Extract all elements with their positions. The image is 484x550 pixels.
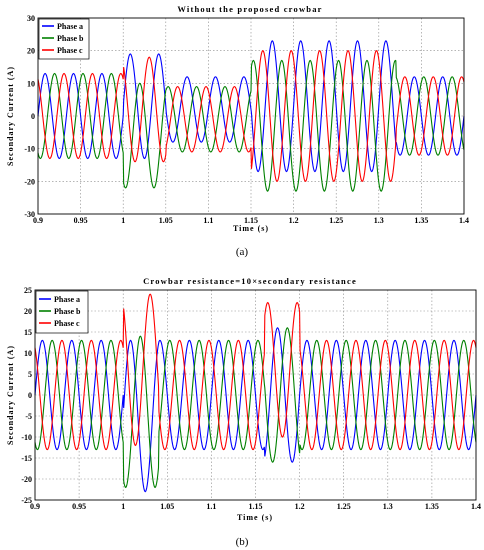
caption-a-text: (a) xyxy=(236,246,249,258)
x-tick-label: 1.15 xyxy=(244,216,258,225)
y-tick-labels: 30 20 10 0 -10 -20 -30 xyxy=(24,14,35,219)
grid xyxy=(35,290,476,500)
series-line-phase-c xyxy=(34,293,477,451)
plot-frame xyxy=(34,289,477,501)
y-tick-label: 15 xyxy=(24,328,32,337)
panel-b: Crowbar resistance=10×secondary resistan… xyxy=(6,276,481,548)
series-line-phase-b xyxy=(34,327,477,489)
x-axis-label: Time (s) xyxy=(237,513,273,522)
caption-a: (a) xyxy=(236,246,249,258)
y-tick-label: -10 xyxy=(24,145,35,154)
legend-label-phase-c: Phase c xyxy=(57,46,83,55)
x-tick-label: 1.3 xyxy=(374,216,384,225)
y-tick-label: 20 xyxy=(24,307,32,316)
y-tick-label: 10 xyxy=(24,349,32,358)
legend-label-phase-a: Phase a xyxy=(57,22,83,31)
y-tick-label: 10 xyxy=(27,79,35,88)
legend-label-phase-b: Phase b xyxy=(54,307,81,316)
legend-label-phase-a: Phase a xyxy=(54,295,80,304)
x-tick-label: 1.3 xyxy=(383,502,393,511)
y-tick-label: 25 xyxy=(24,286,32,295)
y-tick-label: -15 xyxy=(21,454,32,463)
x-axis-label: Time (s) xyxy=(233,224,269,233)
x-tick-label: 0.95 xyxy=(74,216,88,225)
x-tick-label: 1.15 xyxy=(249,502,263,511)
legend-box xyxy=(35,290,89,334)
caption-b-text: (b) xyxy=(236,536,249,548)
chart-title: Crowbar resistance=10×secondary resistan… xyxy=(143,276,357,286)
x-tick-label: 1.4 xyxy=(459,216,469,225)
caption-b: (b) xyxy=(236,536,249,548)
x-tick-label: 1.05 xyxy=(160,502,174,511)
x-tick-label: 1.05 xyxy=(159,216,173,225)
y-tick-label: -25 xyxy=(21,496,32,505)
grid xyxy=(38,18,464,214)
x-tick-label: 1.35 xyxy=(425,502,439,511)
x-tick-label: 1.25 xyxy=(329,216,343,225)
x-tick-labels: 0.9 0.95 1 1.05 1.1 1.15 1.2 1.25 1.3 1.35 1.4 xyxy=(30,502,481,511)
panel-a: Without the proposed crowbar 0.9 0.95 1 1.0… xyxy=(6,4,469,258)
series-group xyxy=(37,40,465,192)
chart-title: Without the proposed crowbar xyxy=(177,4,322,14)
y-tick-label: -20 xyxy=(24,177,35,186)
legend: Phase a Phase b Phase c xyxy=(38,18,90,60)
x-tick-label: 1.4 xyxy=(471,502,481,511)
plot-frame xyxy=(37,17,465,215)
legend-label-phase-c: Phase c xyxy=(54,319,80,328)
y-tick-label: 0 xyxy=(28,391,32,400)
series-line-phase-a xyxy=(34,327,477,493)
series-group xyxy=(34,293,477,493)
y-tick-label: 5 xyxy=(28,370,32,379)
y-tick-label: -5 xyxy=(25,412,32,421)
x-tick-label: 1.2 xyxy=(289,216,299,225)
series-line-phase-c xyxy=(37,49,465,183)
y-tick-label: 30 xyxy=(27,14,35,23)
series-line-phase-b xyxy=(37,59,465,192)
series-line-phase-a xyxy=(37,40,465,173)
y-tick-label: -30 xyxy=(24,210,35,219)
y-tick-label: -10 xyxy=(21,433,32,442)
x-tick-label: 1 xyxy=(121,502,125,511)
x-tick-label: 1.25 xyxy=(337,502,351,511)
x-tick-labels: 0.9 0.95 1 1.05 1.1 1.15 1.2 1.25 1.3 1.35 1.4 xyxy=(33,216,469,225)
y-tick-label: 0 xyxy=(31,112,35,121)
y-tick-labels: 25 20 15 10 5 0 -5 -10 -15 -20 -25 xyxy=(21,286,32,505)
legend-label-phase-b: Phase b xyxy=(57,34,84,43)
x-tick-label: 1.1 xyxy=(206,502,216,511)
x-tick-label: 1 xyxy=(121,216,125,225)
y-axis-label: Secondary Current (A) xyxy=(6,345,15,445)
x-tick-label: 0.9 xyxy=(33,216,43,225)
x-tick-label: 0.95 xyxy=(72,502,86,511)
x-tick-label: 0.9 xyxy=(30,502,40,511)
y-tick-label: -20 xyxy=(21,475,32,484)
y-tick-label: 20 xyxy=(27,47,35,56)
x-tick-label: 1.1 xyxy=(203,216,213,225)
x-tick-label: 1.35 xyxy=(414,216,428,225)
y-axis-label: Secondary Current (A) xyxy=(6,66,15,166)
legend: Phase a Phase b Phase c xyxy=(35,290,89,334)
x-tick-label: 1.2 xyxy=(295,502,305,511)
